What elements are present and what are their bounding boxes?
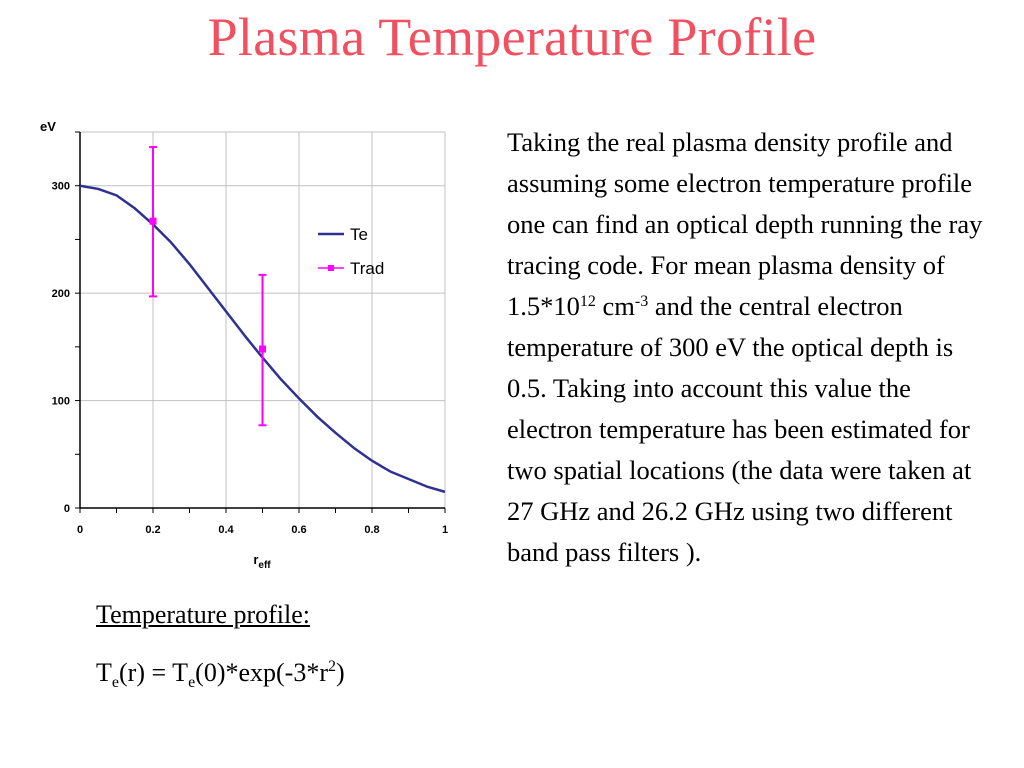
temperature-formula: Te(r) = Te(0)*exp(-3*r2) <box>96 658 345 691</box>
formula-heading: Temperature profile: <box>96 600 311 629</box>
series-layer <box>79 146 446 494</box>
description-part1: Taking the real plasma density profile a… <box>507 127 983 321</box>
legend-te-label: Te <box>350 225 368 244</box>
x-tick-label: 0 <box>77 524 83 536</box>
formula-mid-1: (r) = T <box>119 658 189 687</box>
formula-end: ) <box>336 658 345 687</box>
x-tick-label: 0.4 <box>218 524 234 536</box>
formula-sub-1: e <box>111 674 119 691</box>
density-exponent: 12 <box>579 293 596 310</box>
formula-mid-2: (0)*exp(-3*r <box>195 658 329 687</box>
trad-point <box>259 345 266 353</box>
y-tick-label: 100 <box>52 396 70 408</box>
axis-layer: 0 100 200 300 0 0.2 0.4 0.6 0.8 1 eV reff <box>40 119 448 571</box>
legend-trad-marker <box>328 265 334 271</box>
y-tick-label: 300 <box>52 181 70 193</box>
legend: Te Trad <box>318 225 384 278</box>
unit-exponent: -3 <box>634 293 649 310</box>
y-axis-label: eV <box>40 119 56 134</box>
formula-t1: T <box>96 658 112 687</box>
temperature-chart: 0 100 200 300 0 0.2 0.4 0.6 0.8 1 eV reff Te Trad <box>40 119 448 571</box>
formula-sup: 2 <box>328 658 337 675</box>
slide-title: Plasma Temperature Profile <box>207 7 817 67</box>
y-tick-label: 0 <box>64 503 70 515</box>
legend-trad-label: Trad <box>350 259 384 278</box>
formula-sub-2: e <box>188 674 196 691</box>
x-tick-label: 0.8 <box>364 524 379 536</box>
y-tick-label: 200 <box>52 288 70 300</box>
x-tick-label: 0.6 <box>291 524 306 536</box>
x-tick-label: 1 <box>442 524 448 536</box>
x-axis-label: reff <box>253 552 271 571</box>
trad-point <box>149 217 157 225</box>
description-part2: cm <box>595 291 635 321</box>
description-part3: and the central electron temperature of … <box>507 291 972 567</box>
description-text: Taking the real plasma density profile a… <box>507 122 997 573</box>
x-tick-label: 0.2 <box>145 524 160 536</box>
